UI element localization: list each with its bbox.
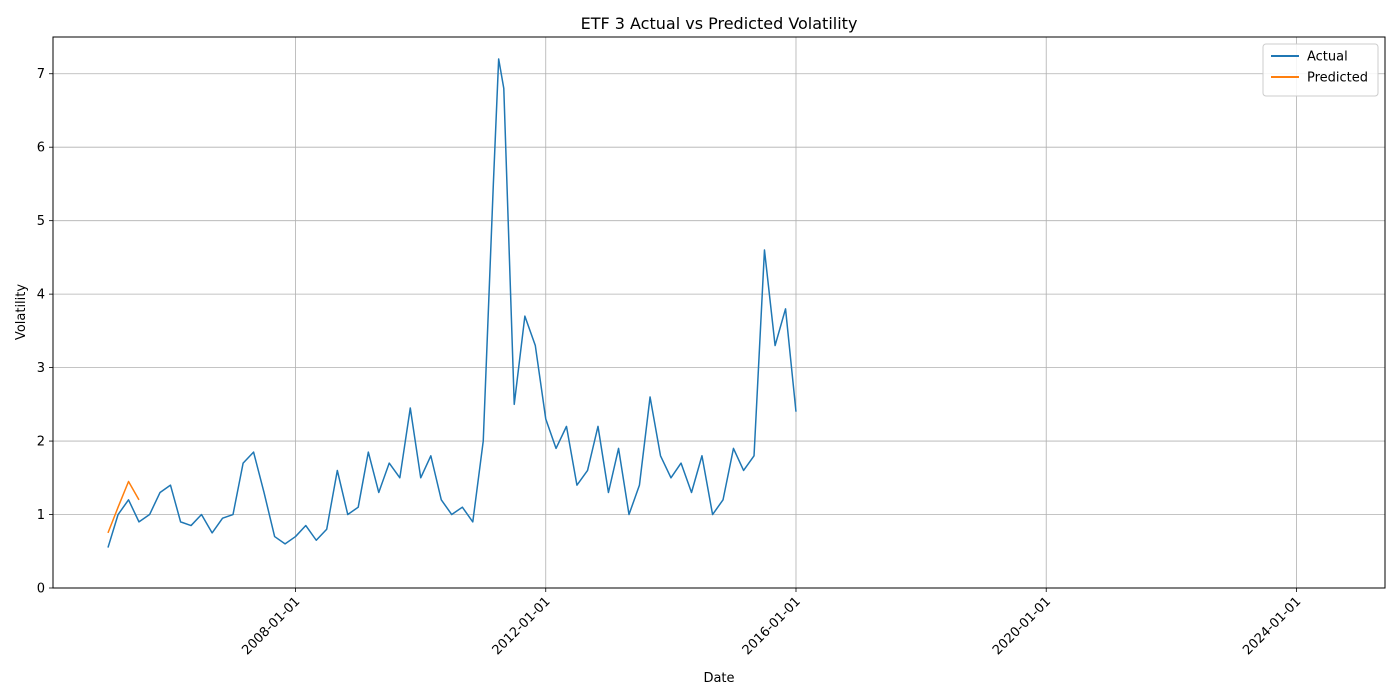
y-axis: 0 1 2 3 4 5 6 7 (37, 67, 53, 597)
grid-lines (53, 37, 1385, 589)
y-tick-label: 6 (37, 141, 45, 156)
x-axis: 2008-01-01 2012-01-01 2016-01-01 2020-01-01… (239, 588, 1304, 658)
chart-title: ETF 3 Actual vs Predicted Volatility (581, 14, 858, 33)
legend-label: Actual (1307, 50, 1348, 65)
series-line-predicted (107, 480, 140, 534)
legend-label: Predicted (1307, 71, 1368, 86)
series-layer (107, 58, 797, 548)
y-tick-label: 2 (37, 435, 45, 450)
y-tick-label: 1 (37, 508, 45, 523)
y-tick-label: 3 (37, 361, 45, 376)
x-tick-label: 2016-01-01 (740, 594, 804, 658)
y-tick-label: 4 (37, 288, 45, 303)
x-tick-label: 2008-01-01 (239, 594, 303, 658)
legend: Actual Predicted (1262, 43, 1379, 97)
y-tick-label: 0 (37, 582, 45, 597)
y-tick-label: 5 (37, 214, 45, 229)
plot-frame (52, 36, 1386, 589)
y-axis-title: Volatility (14, 284, 29, 340)
x-tick-label: 2024-01-01 (1240, 594, 1304, 658)
x-tick-label: 2012-01-01 (490, 594, 554, 658)
series-line-actual (107, 58, 797, 548)
x-axis-title: Date (703, 671, 734, 686)
y-tick-label: 7 (37, 67, 45, 82)
x-tick-label: 2020-01-01 (990, 594, 1054, 658)
